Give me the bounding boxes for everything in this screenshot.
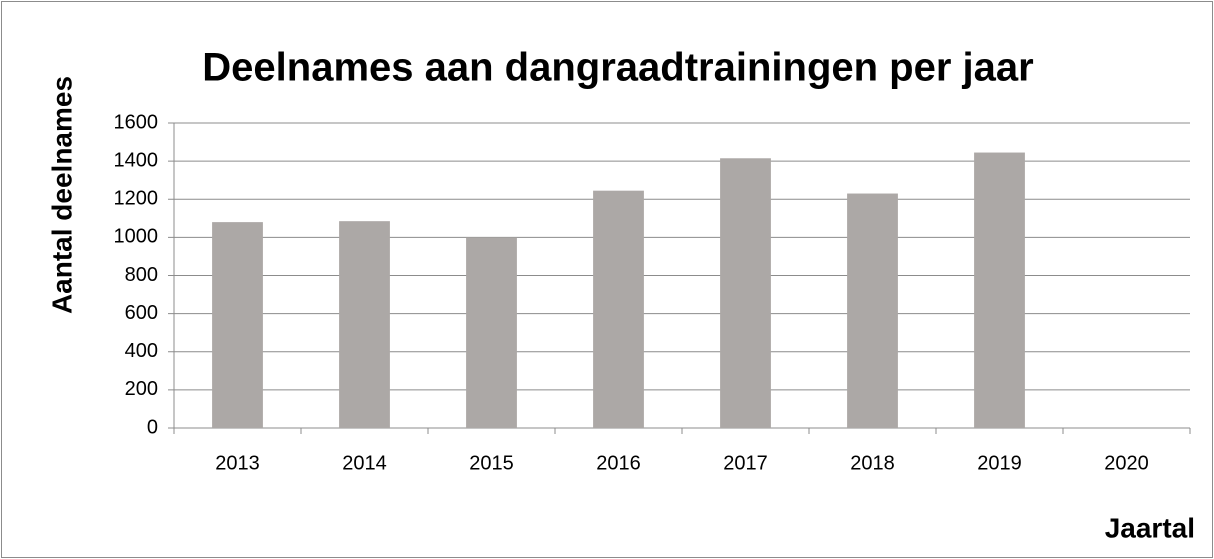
bar (974, 152, 1025, 428)
x-tick-label: 2017 (723, 452, 768, 474)
bar (593, 190, 644, 428)
y-tick-label: 200 (125, 378, 158, 400)
chart-title: Deelnames aan dangraadtrainingen per jaa… (202, 46, 1033, 90)
bar (339, 221, 390, 428)
bar (720, 158, 771, 428)
y-tick-label: 400 (125, 340, 158, 362)
x-tick-label: 2015 (469, 452, 514, 474)
x-axis-label: Jaartal (1105, 512, 1195, 543)
y-tick-label: 800 (125, 264, 158, 286)
y-tick-label: 1600 (114, 111, 159, 133)
y-tick-label: 1200 (114, 188, 159, 210)
x-tick-label: 2019 (977, 452, 1022, 474)
bar (212, 222, 263, 428)
x-tick-label: 2016 (596, 452, 641, 474)
bar (847, 193, 898, 428)
y-tick-label: 1000 (114, 226, 159, 248)
y-tick-label: 1400 (114, 149, 159, 171)
x-tick-label: 2014 (342, 452, 387, 474)
y-tick-label: 0 (147, 416, 158, 438)
x-tick-label: 2020 (1104, 452, 1149, 474)
y-axis-label: Aantal deelnames (46, 76, 77, 314)
x-tick-label: 2013 (215, 452, 260, 474)
x-tick-label: 2018 (850, 452, 895, 474)
bar (466, 237, 517, 428)
y-tick-label: 600 (125, 302, 158, 324)
